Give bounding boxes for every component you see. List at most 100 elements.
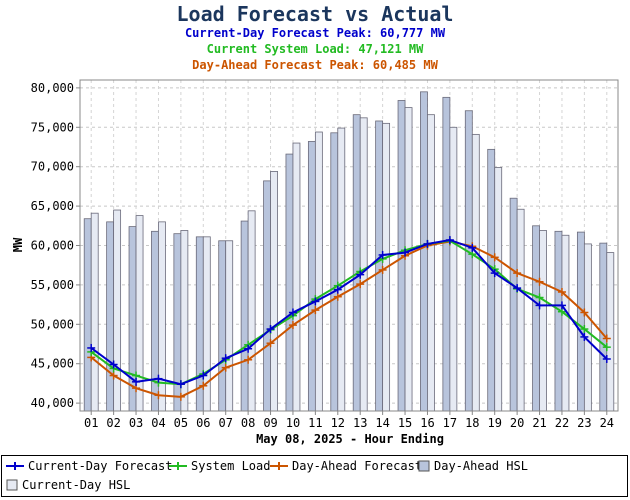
day-ahead-hsl-bar	[554, 230, 563, 412]
day-ahead-hsl-bar	[375, 120, 384, 412]
current-day-hsl-bar	[90, 212, 99, 412]
day-ahead-hsl-bar	[240, 220, 249, 412]
current-day-forecast-line-icon	[6, 462, 24, 470]
current-day-hsl-bar	[292, 142, 301, 412]
current-day-forecast-point	[580, 332, 589, 341]
system-load-line-icon	[169, 462, 187, 470]
system-load-subtitle: Current System Load: 47,121 MW	[206, 42, 424, 56]
day-ahead-hsl-bar	[487, 148, 496, 412]
current-day-hsl-bar	[427, 114, 435, 412]
current-day-hsl-bar	[606, 252, 615, 412]
y-tick-label: 60,000	[31, 239, 74, 253]
current-day-forecast-point	[154, 374, 163, 383]
current-day-forecast-point	[87, 343, 96, 352]
day-ahead-hsl-bar	[352, 114, 361, 412]
current-day-forecast-line	[90, 238, 608, 386]
day-ahead-forecast-point	[557, 287, 566, 296]
current-day-forecast-point	[468, 243, 477, 252]
legend-item-current-day-hsl[interactable]: Current-Day HSL	[6, 478, 130, 492]
day-ahead-hsl-bar	[128, 226, 137, 412]
x-tick-label: 15	[398, 416, 412, 430]
day-ahead-forecast-point	[154, 391, 163, 400]
y-axis-label: MW	[11, 237, 25, 252]
y-tick-label: 75,000	[31, 120, 74, 134]
day-ahead-forecast-point	[580, 308, 589, 317]
day-ahead-hsl-bar	[307, 141, 316, 412]
current-day-forecast-point	[356, 270, 365, 279]
legend-label: Day-Ahead HSL	[434, 459, 528, 473]
day-ahead-hsl-bar	[464, 110, 473, 412]
current-day-forecast-point	[602, 354, 611, 363]
x-tick-label: 23	[577, 416, 591, 430]
chart-title: Load Forecast vs Actual	[176, 2, 454, 26]
day-ahead-forecast-point	[535, 277, 544, 286]
legend-item-day-ahead-forecast[interactable]: Day-Ahead Forecast	[270, 459, 422, 473]
current-day-hsl-bar	[494, 167, 503, 412]
legend-item-day-ahead-hsl[interactable]: Day-Ahead HSL	[418, 459, 528, 473]
current-day-forecast-point	[445, 235, 454, 244]
current-day-forecast-point	[378, 250, 387, 259]
current-day-hsl-bar	[270, 171, 278, 412]
legend-label: Day-Ahead Forecast	[292, 459, 423, 473]
load-chart: 40,000 45,000 50,000 55,000 60,000 65,000 70,0…	[11, 79, 619, 446]
legend-label: Current-Day Forecast	[28, 459, 173, 473]
plot-background	[80, 80, 618, 411]
x-tick-label: 20	[510, 416, 524, 430]
day-ahead-hsl-bar	[151, 230, 159, 412]
current-day-hsl-bar	[247, 210, 256, 412]
y-tick-label: 80,000	[31, 81, 74, 95]
day-ahead-forecast-point	[513, 269, 522, 278]
day-ahead-hsl-bar	[263, 180, 271, 412]
current-day-forecast-point	[199, 371, 208, 380]
day-ahead-hsl-swatch-icon	[418, 460, 430, 472]
x-tick-label: 18	[465, 416, 479, 430]
system-load-point	[580, 325, 589, 334]
day-ahead-forecast-point	[378, 265, 387, 274]
current-day-hsl-bar	[583, 243, 592, 412]
day-ahead-peak-subtitle: Day-Ahead Forecast Peak: 60,485 MW	[192, 58, 438, 72]
current-day-forecast-point	[557, 301, 566, 310]
x-tick-label: 10	[286, 416, 300, 430]
y-tick-label: 70,000	[31, 160, 74, 174]
x-tick-label: 22	[555, 416, 569, 430]
day-ahead-hsl-bar	[218, 240, 227, 412]
day-ahead-forecast-point	[356, 280, 365, 289]
x-tick-label: 21	[532, 416, 546, 430]
current-day-forecast-point	[132, 377, 141, 386]
y-tick-label: 55,000	[31, 278, 74, 292]
day-ahead-forecast-point	[199, 381, 208, 390]
x-tick-label: 04	[151, 416, 165, 430]
x-tick-label: 03	[129, 416, 143, 430]
current-day-hsl-bar	[359, 117, 368, 412]
x-tick-label: 05	[174, 416, 188, 430]
legend-label: Current-Day HSL	[22, 478, 131, 492]
day-ahead-forecast-point	[333, 292, 342, 301]
current-day-forecast-point	[333, 285, 342, 294]
x-tick-label: 06	[196, 416, 210, 430]
x-tick-label: 08	[241, 416, 255, 430]
day-ahead-forecast-point	[288, 321, 297, 330]
x-tick-label: 14	[375, 416, 389, 430]
current-day-hsl-bar	[314, 131, 323, 412]
day-ahead-forecast-point	[176, 392, 185, 401]
bars-layer	[83, 91, 615, 412]
legend-item-current-day-forecast[interactable]: Current-Day Forecast	[6, 459, 173, 473]
day-ahead-hsl-bar	[195, 236, 204, 412]
day-ahead-hsl-bar	[285, 153, 294, 412]
day-ahead-forecast-point	[221, 363, 230, 372]
day-ahead-forecast-point	[266, 339, 275, 348]
y-tick-label: 50,000	[31, 317, 74, 331]
x-tick-label: 24	[600, 416, 614, 430]
x-tick-label: 11	[308, 416, 322, 430]
plot-frame	[79, 79, 619, 412]
x-tick-label: 07	[218, 416, 232, 430]
legend-item-system-load[interactable]: System Load	[169, 459, 270, 473]
current-day-hsl-bar	[516, 208, 525, 412]
day-ahead-forecast-point	[602, 334, 611, 343]
current-day-hsl-bar	[561, 234, 570, 412]
grid-layer	[80, 80, 618, 411]
axes-layer: 40,000 45,000 50,000 55,000 60,000 65,000 70,0…	[31, 79, 619, 430]
day-ahead-hsl-bar	[330, 132, 339, 412]
day-ahead-hsl-bar	[532, 225, 540, 412]
current-day-hsl-bar	[225, 240, 234, 412]
